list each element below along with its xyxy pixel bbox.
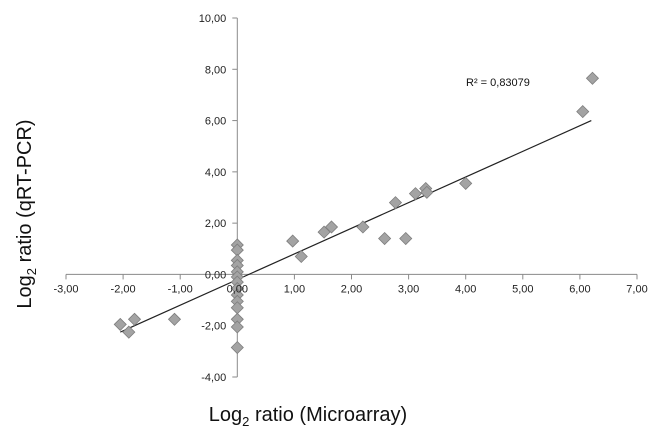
r-squared-annotation: R² = 0,83079 [466, 77, 530, 89]
y-tick-label: 6,00 [205, 116, 226, 128]
data-point [230, 320, 244, 334]
y-tick-label: 0,00 [205, 269, 226, 281]
y-tick-label: 2,00 [205, 218, 226, 230]
x-tick-label: -3,00 [53, 283, 78, 295]
data-point [286, 234, 300, 248]
x-tick-label: 4,00 [455, 283, 476, 295]
y-tick-label: 8,00 [205, 64, 226, 76]
data-point [388, 196, 403, 210]
y-tick-label: -2,00 [201, 321, 226, 333]
data-point [122, 325, 136, 339]
y-tick-label: 10,00 [199, 13, 227, 25]
data-point [127, 312, 142, 326]
data-point [408, 187, 423, 201]
x-tick-label: -1,00 [168, 283, 193, 295]
y-axis-title: Log2 ratio (qRT-PCR) [14, 119, 39, 308]
x-axis-title: Log2 ratio (Microarray) [209, 404, 407, 429]
axes-layer [65, 17, 638, 378]
points-layer [113, 71, 600, 355]
data-point [585, 71, 600, 85]
x-tick-label: 0,00 [227, 283, 248, 295]
y-axis-title-subscript: 2 [24, 268, 39, 275]
x-tick-label: 1,00 [284, 283, 305, 295]
x-axis-title-subscript: 2 [242, 414, 249, 429]
y-tick-label: 4,00 [205, 167, 226, 179]
trendline [119, 120, 592, 333]
y-axis-title-suffix: ratio (qRT-PCR) [14, 119, 36, 268]
data-point [324, 220, 339, 234]
x-tick-label: 6,00 [569, 283, 590, 295]
x-tick-label: 5,00 [512, 283, 533, 295]
data-point [378, 231, 392, 246]
data-point [356, 220, 370, 234]
data-point [420, 185, 434, 199]
trendline-layer [119, 120, 592, 333]
y-axis-title-prefix: Log [14, 275, 36, 308]
data-point [399, 231, 413, 246]
x-axis-title-prefix: Log [209, 404, 242, 426]
labels-layer: -3,00 -2,00 -1,00 0,00 1,00 2,00 3,00 4,00 5,00 6… [53, 13, 647, 384]
x-tick-label: 7,00 [626, 283, 647, 295]
x-tick-label: 2,00 [341, 283, 362, 295]
x-tick-label: -2,00 [111, 283, 136, 295]
data-point [294, 249, 308, 264]
data-point [459, 176, 473, 190]
data-point [167, 312, 182, 326]
data-point [576, 105, 590, 119]
x-tick-label: 3,00 [398, 283, 419, 295]
data-point [113, 317, 127, 331]
y-tick-label: -4,00 [201, 372, 226, 384]
data-point [230, 340, 244, 355]
x-axis-title-suffix: ratio (Microarray) [249, 404, 407, 426]
